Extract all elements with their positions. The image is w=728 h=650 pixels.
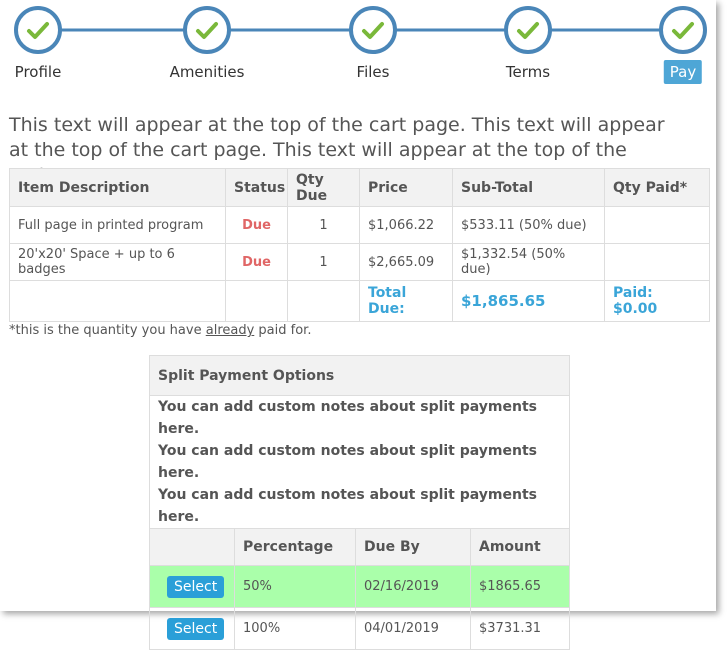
cell: Select <box>149 607 235 650</box>
cell: 100% <box>234 607 356 650</box>
column-header: Qty Due <box>287 168 360 207</box>
step-label: Amenities <box>169 63 245 81</box>
step-circle <box>14 6 62 54</box>
total-label: Total Due: <box>359 280 453 322</box>
check-icon <box>672 22 694 39</box>
cell <box>604 243 710 281</box>
header-row: Item Description Status Qty Due Price Sub-To… <box>9 168 710 207</box>
column-header: Price <box>359 168 453 207</box>
paid: Paid: $0.00 <box>604 280 710 322</box>
total-value: $1,865.65 <box>452 280 605 322</box>
cell: $1,332.54 (50% due) <box>452 243 605 281</box>
cell: Full page in printed program <box>9 206 226 244</box>
column-header: Due By <box>355 528 471 566</box>
note-line: You can add custom notes about split pay… <box>158 487 537 525</box>
footnote-text: *this is the quantity you have <box>9 323 202 338</box>
note-line: You can add custom notes about split pay… <box>158 443 537 481</box>
cart-row: Full page in printed program Due 1 $1,066.2… <box>9 206 710 244</box>
cell: $3731.31 <box>470 607 570 650</box>
select-button[interactable]: Select <box>167 575 225 598</box>
cell: 1 <box>287 243 360 281</box>
window: This text will appear at the top of the … <box>9 6 710 650</box>
split-title: Split Payment Options <box>149 355 570 396</box>
cell: $533.11 (50% due) <box>452 206 605 244</box>
split-notes: You can add custom notes about split pay… <box>149 395 570 529</box>
payment-row: Select 50% 02/16/2019 $1865.65 <box>149 565 570 608</box>
check-icon <box>196 22 218 39</box>
progress-steps <box>14 6 707 54</box>
column-header: Sub-Total <box>452 168 605 207</box>
step-circle <box>659 6 707 54</box>
step-circle <box>504 6 552 54</box>
cart-row: 20'x20' Space + up to 6 badges Due 1 $2,665… <box>9 243 710 281</box>
cell: 04/01/2019 <box>355 607 471 650</box>
note-line: You can add custom notes about split pay… <box>158 399 537 437</box>
payment-row: Select 100% 04/01/2019 $3731.31 <box>149 607 570 650</box>
step-circle <box>349 6 397 54</box>
column-header: Status <box>225 168 288 207</box>
check-icon <box>27 22 49 39</box>
cell: $1865.65 <box>470 565 570 608</box>
split-table: Split Payment Options You can add custom… <box>149 355 570 650</box>
step-circle <box>183 6 231 54</box>
footnote-text: paid for. <box>258 323 312 338</box>
step-label: Terms <box>505 63 551 81</box>
check-icon <box>362 22 384 39</box>
footnote: *this is the quantity you have already p… <box>9 323 311 338</box>
cell: 02/16/2019 <box>355 565 471 608</box>
step-label: Files <box>356 63 390 81</box>
cell: Select <box>149 565 235 608</box>
cell: 20'x20' Space + up to 6 badges <box>9 243 226 281</box>
cell: 1 <box>287 206 360 244</box>
cart-table: Item Description Status Qty Due Price Sub-To… <box>9 168 710 322</box>
step-label: Pay <box>663 60 703 84</box>
page: This text will appear at the top of the … <box>9 6 710 650</box>
check-icon <box>517 22 539 39</box>
step-label: Profile <box>14 63 62 81</box>
column-header: Qty Paid* <box>604 168 710 207</box>
total-row: Total Due: $1,865.65 Paid: $0.00 <box>9 280 710 322</box>
select-button[interactable]: Select <box>167 617 225 640</box>
column-header: Percentage <box>234 528 356 566</box>
column-header: Item Description <box>9 168 226 207</box>
status: Due <box>225 206 288 244</box>
status: Due <box>225 243 288 281</box>
header-row: Percentage Due By Amount <box>149 528 570 566</box>
cell: $1,066.22 <box>359 206 453 244</box>
cell: $2,665.09 <box>359 243 453 281</box>
cell: 50% <box>234 565 356 608</box>
footnote-link: already <box>205 323 255 338</box>
column-header: Amount <box>470 528 570 566</box>
cell <box>604 206 710 244</box>
